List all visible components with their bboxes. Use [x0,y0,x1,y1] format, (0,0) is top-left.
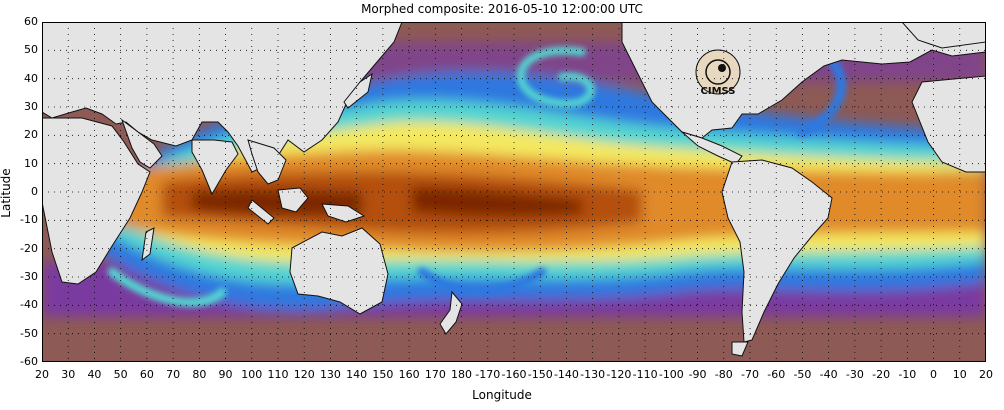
land-west-africa-europe [911,75,986,173]
lon-tick-label: -160 [501,368,527,381]
land-sumatra [247,199,275,225]
land-australia [289,227,389,315]
land-tierra-del-fuego [731,341,749,357]
land [42,22,986,357]
lat-tick-label: -30 [20,270,38,283]
lon-tick-label: 100 [241,368,263,381]
y-axis-label: Latitude [0,168,13,218]
land-madagascar [141,227,155,262]
lon-tick-label: 50 [113,368,128,381]
lon-tick-label: -140 [553,368,579,381]
map-title: Morphed composite: 2016-05-10 12:00:00 U… [361,2,643,16]
lon-tick-label: 90 [218,368,233,381]
cimss-logo-text: CIMSS [701,86,736,97]
lon-tick-label: 120 [293,368,315,381]
land-borneo [277,187,309,213]
lon-tick-label: 150 [372,368,394,381]
x-axis-label: Longitude [472,388,532,402]
lon-tick-label: -30 [845,368,864,381]
lon-tick-label: 180 [451,368,473,381]
map-border [42,22,986,362]
lat-tick-label: 60 [24,15,38,28]
land-new-zealand [439,290,463,335]
lat-tick-label: 20 [24,128,38,142]
lat-tick-label: -40 [20,298,38,312]
lon-tick-label: -150 [527,368,553,381]
lon-tick-label: -10 [898,368,917,381]
lat-tick-label: -50 [20,326,38,340]
land-central-america [681,131,743,165]
lon-tick-label: -60 [767,368,786,381]
lat-tick-label: 30 [24,100,38,113]
lon-tick-label: 160 [398,368,420,381]
land-arabia [120,118,163,169]
lon-tick-label: 30 [61,368,76,381]
lat-tick-label: -10 [20,213,38,227]
land-indochina [247,139,287,185]
lat-tick-label: 50 [24,43,38,57]
lon-tick-label: -110 [632,368,658,381]
land-south-america [721,159,833,343]
lon-tick-label: -40 [819,368,838,381]
land-new-guinea [321,203,366,223]
land-japan [343,72,373,109]
graticule [42,22,986,362]
lon-tick-label: 0 [930,368,938,381]
lon-tick-label: 80 [192,368,207,381]
lon-tick-label: 140 [346,368,368,381]
lon-tick-label: 170 [424,368,446,381]
lon-tick-label: 40 [87,368,102,381]
lon-tick-label: 20 [979,368,993,381]
map-frame: CIMSS [42,22,986,362]
lon-tick-label: 60 [139,368,154,381]
lon-tick-label: 110 [267,368,289,381]
lon-tick-label: -130 [580,368,606,381]
land-india [191,139,239,196]
land-greenland [901,22,986,49]
lat-tick-label: -60 [20,355,38,368]
lon-tick-label: -120 [606,368,632,381]
lon-tick-label: -100 [658,368,684,381]
lon-tick-label: 10 [952,368,967,381]
lon-tick-label: -90 [688,368,707,381]
lon-tick-label: 20 [35,368,49,381]
precipitable-water-map: CIMSS [42,22,986,362]
cimss-logo: CIMSS [695,49,741,97]
lat-tick-label: 40 [24,71,38,85]
lon-tick-label: -20 [872,368,891,381]
lat-tick-label: 0 [31,185,38,198]
lon-tick-label: -50 [793,368,812,381]
lon-tick-label: 130 [319,368,341,381]
lon-tick-label: -70 [741,368,759,381]
lon-tick-label: 70 [166,368,181,381]
lat-tick-label: -20 [20,241,38,255]
lon-tick-label: -170 [475,368,501,381]
lon-tick-label: -80 [714,368,733,381]
lat-tick-label: 10 [24,156,38,170]
